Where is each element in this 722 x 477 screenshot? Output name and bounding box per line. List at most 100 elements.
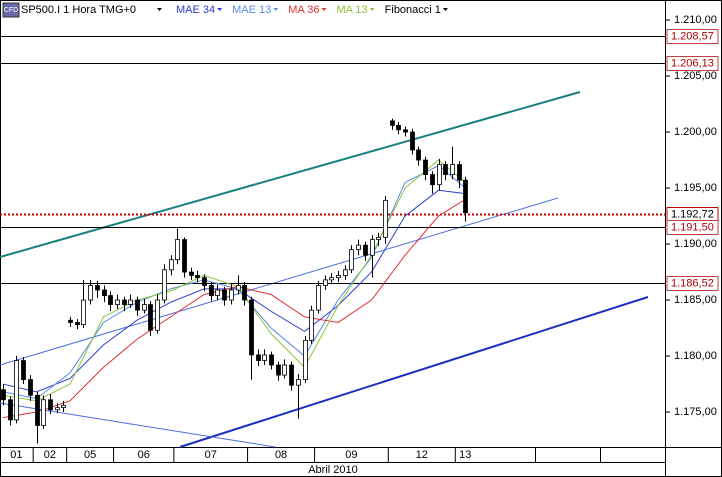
candle-body xyxy=(343,269,348,276)
x-tick-label: 08 xyxy=(275,449,287,461)
candle-body xyxy=(383,199,388,238)
candle-body xyxy=(316,285,321,311)
candle-body xyxy=(75,322,80,326)
dropdown-arrow xyxy=(217,8,223,11)
icon-label: CFD xyxy=(4,7,18,14)
candle-body xyxy=(8,399,13,421)
candle-body xyxy=(128,299,133,305)
legend-entry: MA 13 xyxy=(336,4,367,16)
candle-body xyxy=(437,164,442,186)
candle-body xyxy=(457,164,462,181)
level-label-box xyxy=(666,276,719,291)
level-label: 1.186,52 xyxy=(671,277,714,289)
x-tick-label: 05 xyxy=(84,449,96,461)
x-tick-label: 02 xyxy=(44,449,56,461)
x-tick-label: 07 xyxy=(205,449,217,461)
dropdown-arrow xyxy=(157,8,162,11)
dropdown-arrow xyxy=(273,8,279,11)
candle-body xyxy=(122,299,127,305)
candle-body xyxy=(61,404,66,408)
x-tick-label: 01 xyxy=(10,449,22,461)
candle-body xyxy=(276,364,281,376)
trend-line xyxy=(179,296,649,448)
legend-entry: MA 36 xyxy=(288,4,319,16)
candle-body xyxy=(195,275,200,279)
candle-body xyxy=(229,289,234,301)
candle-body xyxy=(282,364,287,376)
candle-body xyxy=(249,299,254,356)
candle-body xyxy=(450,164,455,176)
candle-body xyxy=(256,354,261,361)
level-label: 1.208,57 xyxy=(671,30,714,42)
candle-body xyxy=(416,149,421,161)
candle-body xyxy=(323,279,328,286)
candle-body xyxy=(376,236,381,240)
plot xyxy=(0,36,665,444)
candle-body xyxy=(396,124,401,131)
candle-body xyxy=(28,379,33,396)
level-label-box xyxy=(666,220,719,235)
icon xyxy=(2,2,20,18)
candle-body xyxy=(55,407,60,411)
candle-body xyxy=(403,129,408,133)
candle-body xyxy=(430,174,435,186)
y-tick-label: 1.210,00 xyxy=(674,14,717,26)
candle-body xyxy=(189,271,194,276)
candle-body xyxy=(423,159,428,176)
legend-entry: MAE 34 xyxy=(176,4,215,16)
dropdown-arrow xyxy=(369,8,375,11)
candle-body xyxy=(148,304,153,331)
candle-body xyxy=(169,259,174,271)
candle-body xyxy=(41,399,46,426)
y-tick-label: 1.190,00 xyxy=(674,238,717,250)
candle-body xyxy=(35,394,40,426)
candle-body xyxy=(108,295,113,305)
candle-body xyxy=(209,285,214,296)
candle-body xyxy=(370,239,375,256)
chart-title: SP500.I 1 Hora TMG+0 xyxy=(21,4,136,16)
candle-body xyxy=(329,277,334,281)
y-tick-label: 1.195,00 xyxy=(674,182,717,194)
candle-body xyxy=(162,269,167,301)
y-tick-label: 1.180,00 xyxy=(674,350,717,362)
candle-body xyxy=(242,285,247,301)
candle-body xyxy=(155,299,160,331)
level-label-box xyxy=(666,29,719,44)
candle-body xyxy=(102,289,107,296)
legend-entry: MAE 13 xyxy=(232,4,271,16)
header: CFD SP500.I 1 Hora TMG+0 MAE 34 MAE 13 MA … xyxy=(2,2,448,18)
candle-body xyxy=(363,244,368,256)
y-tick-label: 1.175,00 xyxy=(674,406,717,418)
candle-body xyxy=(262,354,267,361)
level-label: 1.206,13 xyxy=(671,57,714,69)
level-label: 1.192,72 xyxy=(671,208,714,220)
candle-body xyxy=(463,179,468,214)
candle-body xyxy=(182,239,187,273)
candle-body xyxy=(202,277,207,286)
candle-body xyxy=(296,379,301,386)
candle-body xyxy=(175,239,180,261)
candle-body xyxy=(303,339,308,380)
candle-body xyxy=(236,285,241,291)
candle-body xyxy=(1,389,6,401)
candle-body xyxy=(95,285,100,291)
candle-body xyxy=(215,289,220,296)
level-label-box xyxy=(666,56,719,71)
level-label: 1.191,50 xyxy=(671,221,714,233)
candle-body xyxy=(88,285,93,301)
candle-body xyxy=(115,299,120,305)
candle-body xyxy=(21,360,26,380)
y-tick-label: 1.185,00 xyxy=(674,294,717,306)
candle-body xyxy=(289,364,294,386)
trend-lines xyxy=(0,91,649,448)
y-tick-label: 1.205,00 xyxy=(674,70,717,82)
dropdown-arrow xyxy=(442,8,448,11)
candle-body xyxy=(309,309,314,341)
candle-body xyxy=(81,299,86,326)
legend-entry: Fibonacci 1 xyxy=(385,4,441,16)
candle-body xyxy=(48,399,53,411)
candle-body xyxy=(222,289,227,301)
candle-body xyxy=(410,131,415,151)
